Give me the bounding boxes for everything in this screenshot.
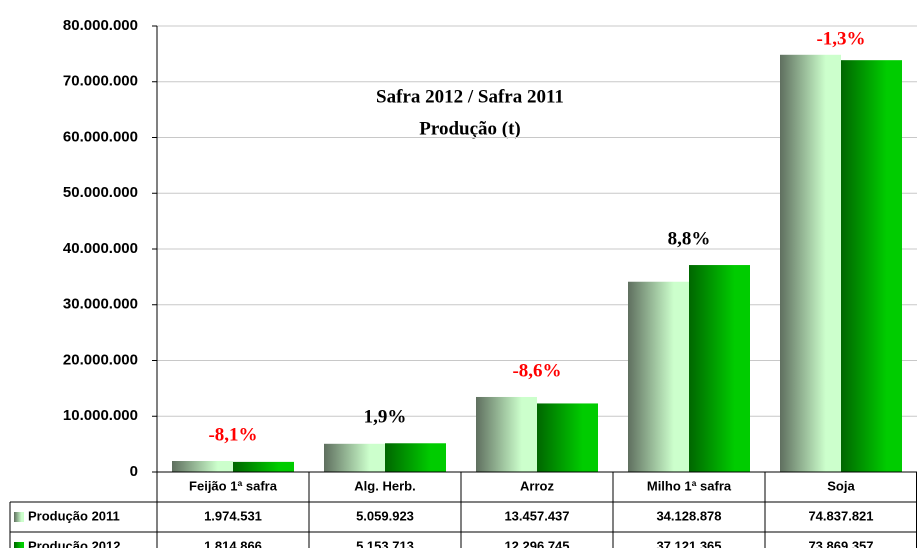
annotation: 1,9% bbox=[364, 407, 407, 428]
legend-swatch bbox=[14, 512, 24, 522]
y-tick-label: 80.000.000 bbox=[63, 17, 138, 34]
bar bbox=[385, 443, 446, 472]
annotation: 8,8% bbox=[668, 228, 711, 249]
annotation: -8,6% bbox=[512, 360, 561, 381]
value-label: 13.457.437 bbox=[504, 508, 569, 523]
legend-label: Produção 2012 bbox=[28, 538, 121, 548]
bar bbox=[476, 396, 537, 472]
annotation: -1,3% bbox=[816, 28, 865, 49]
value-label: 5.059.923 bbox=[356, 508, 414, 523]
legend-swatch bbox=[14, 542, 24, 548]
value-label: 37.121.365 bbox=[656, 538, 721, 548]
y-tick-label: 50.000.000 bbox=[63, 184, 138, 201]
legend-label: Produção 2011 bbox=[28, 508, 120, 523]
bar bbox=[689, 265, 750, 472]
bar bbox=[233, 461, 294, 472]
bar bbox=[324, 443, 385, 472]
x-tick-label: Soja bbox=[827, 478, 855, 493]
bar bbox=[841, 60, 902, 472]
y-tick-label: 10.000.000 bbox=[63, 407, 138, 424]
x-tick-label: Milho 1ª safra bbox=[647, 478, 732, 493]
x-tick-label: Feijão 1ª safra bbox=[189, 478, 278, 493]
annotation: -8,1% bbox=[208, 424, 257, 445]
chart-subtitle: Produção (t) bbox=[419, 118, 521, 139]
y-tick-label: 60.000.000 bbox=[63, 128, 138, 145]
value-label: 34.128.878 bbox=[656, 508, 721, 523]
y-tick-label: 40.000.000 bbox=[63, 240, 138, 257]
bar bbox=[628, 281, 689, 472]
bar bbox=[172, 460, 233, 472]
y-tick-label: 70.000.000 bbox=[63, 73, 138, 90]
x-tick-label: Alg. Herb. bbox=[354, 478, 415, 493]
value-label: 1.974.531 bbox=[204, 508, 262, 523]
y-tick-label: 30.000.000 bbox=[63, 296, 138, 313]
x-tick-label: Arroz bbox=[520, 478, 554, 493]
value-label: 1.814.866 bbox=[204, 538, 262, 548]
chart-title: Safra 2012 / Safra 2011 bbox=[376, 86, 564, 107]
y-tick-label: 0 bbox=[130, 463, 138, 480]
value-label: 74.837.821 bbox=[808, 508, 873, 523]
bar bbox=[780, 54, 841, 473]
value-label: 12.296.745 bbox=[504, 538, 569, 548]
value-label: 73.869.357 bbox=[808, 538, 873, 548]
y-tick-label: 20.000.000 bbox=[63, 351, 138, 368]
value-label: 5.153.713 bbox=[356, 538, 414, 548]
bar bbox=[537, 403, 598, 472]
